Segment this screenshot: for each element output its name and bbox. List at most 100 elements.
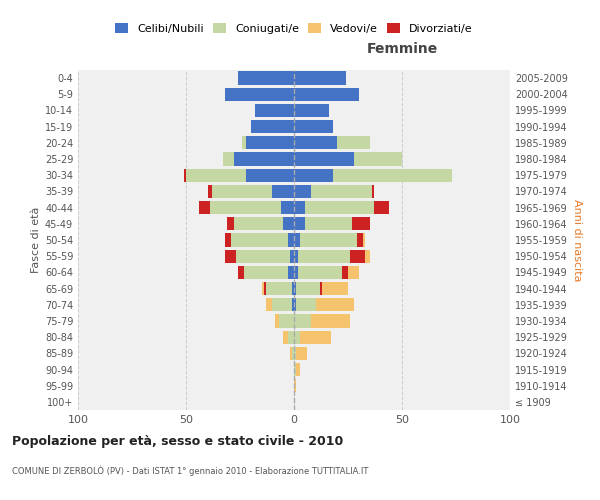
- Bar: [294, 120, 333, 134]
- Bar: [275, 314, 294, 328]
- Bar: [242, 136, 294, 149]
- Text: Popolazione per età, sesso e stato civile - 2010: Popolazione per età, sesso e stato civil…: [12, 435, 343, 448]
- Bar: [294, 136, 370, 149]
- Bar: [272, 298, 294, 312]
- Bar: [294, 88, 359, 101]
- Bar: [294, 136, 370, 149]
- Bar: [281, 201, 294, 214]
- Bar: [225, 234, 294, 246]
- Bar: [244, 266, 294, 279]
- Bar: [225, 250, 294, 263]
- Y-axis label: Anni di nascita: Anni di nascita: [572, 198, 582, 281]
- Bar: [294, 152, 355, 166]
- Bar: [294, 298, 296, 312]
- Bar: [227, 217, 294, 230]
- Bar: [294, 346, 296, 360]
- Bar: [272, 298, 294, 312]
- Bar: [292, 282, 294, 295]
- Bar: [294, 250, 350, 263]
- Bar: [279, 314, 294, 328]
- Bar: [186, 168, 294, 182]
- Bar: [255, 104, 294, 117]
- Bar: [255, 104, 294, 117]
- Bar: [199, 201, 294, 214]
- Bar: [294, 298, 316, 312]
- Bar: [287, 234, 294, 246]
- Bar: [287, 266, 294, 279]
- Bar: [294, 266, 298, 279]
- Bar: [294, 136, 370, 149]
- Bar: [238, 72, 294, 85]
- Bar: [294, 168, 333, 182]
- Bar: [294, 72, 346, 85]
- Bar: [184, 168, 294, 182]
- Bar: [223, 152, 294, 166]
- Bar: [292, 346, 294, 360]
- Bar: [294, 152, 402, 166]
- Bar: [294, 266, 348, 279]
- Bar: [294, 266, 341, 279]
- Bar: [292, 298, 294, 312]
- Bar: [294, 120, 333, 134]
- Bar: [294, 250, 298, 263]
- Bar: [294, 185, 311, 198]
- Bar: [251, 120, 294, 134]
- Bar: [247, 168, 294, 182]
- Bar: [290, 250, 294, 263]
- Bar: [294, 250, 365, 263]
- Bar: [225, 88, 294, 101]
- Bar: [210, 201, 294, 214]
- Bar: [255, 104, 294, 117]
- Bar: [294, 282, 296, 295]
- Bar: [238, 266, 294, 279]
- Bar: [232, 234, 294, 246]
- Bar: [294, 282, 348, 295]
- Bar: [294, 185, 374, 198]
- Bar: [225, 88, 294, 101]
- Bar: [264, 282, 294, 295]
- Bar: [294, 379, 296, 392]
- Bar: [294, 363, 301, 376]
- Bar: [294, 234, 363, 246]
- Bar: [294, 104, 329, 117]
- Bar: [247, 136, 294, 149]
- Bar: [294, 266, 359, 279]
- Bar: [208, 185, 294, 198]
- Bar: [225, 88, 294, 101]
- Bar: [294, 104, 329, 117]
- Bar: [208, 185, 294, 198]
- Bar: [292, 346, 294, 360]
- Bar: [294, 120, 333, 134]
- Bar: [294, 250, 370, 263]
- Bar: [294, 217, 352, 230]
- Bar: [294, 201, 389, 214]
- Bar: [266, 298, 294, 312]
- Bar: [294, 72, 346, 85]
- Bar: [294, 234, 365, 246]
- Bar: [223, 152, 294, 166]
- Bar: [294, 314, 350, 328]
- Bar: [294, 314, 311, 328]
- Text: Femmine: Femmine: [367, 42, 437, 56]
- Bar: [233, 152, 294, 166]
- Bar: [294, 201, 374, 214]
- Bar: [294, 201, 305, 214]
- Bar: [294, 120, 333, 134]
- Bar: [294, 88, 359, 101]
- Bar: [294, 346, 296, 360]
- Bar: [294, 234, 301, 246]
- Bar: [294, 88, 359, 101]
- Bar: [279, 314, 294, 328]
- Bar: [283, 217, 294, 230]
- Bar: [294, 168, 452, 182]
- Bar: [294, 168, 452, 182]
- Bar: [294, 136, 337, 149]
- Bar: [236, 250, 294, 263]
- Bar: [294, 330, 301, 344]
- Legend: Celibi/Nubili, Coniugati/e, Vedovi/e, Divorziati/e: Celibi/Nubili, Coniugati/e, Vedovi/e, Di…: [115, 23, 473, 34]
- Bar: [238, 72, 294, 85]
- Bar: [238, 72, 294, 85]
- Bar: [225, 250, 294, 263]
- Bar: [212, 185, 294, 198]
- Bar: [290, 346, 294, 360]
